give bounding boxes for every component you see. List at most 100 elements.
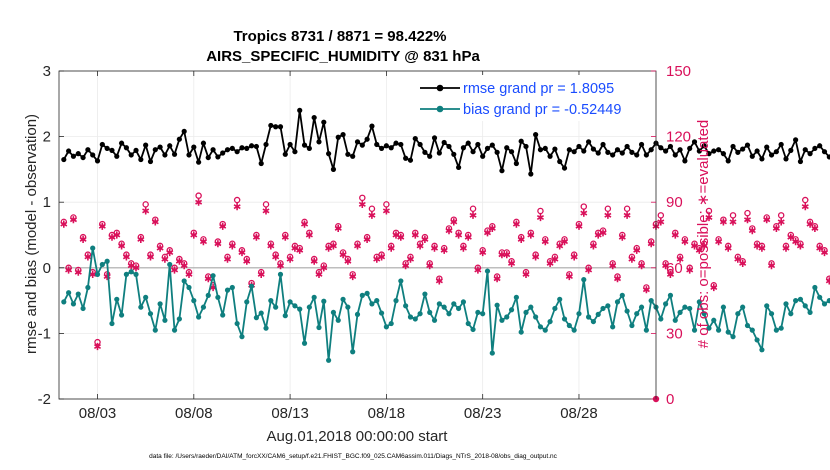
- bias-point: [104, 258, 110, 264]
- rmse-point: [234, 149, 240, 155]
- obs-possible-point: [272, 251, 279, 258]
- rmse-point: [557, 158, 563, 165]
- rmse-point: [691, 139, 698, 145]
- obs-possible-point: [768, 260, 775, 267]
- obs-possible-point: [282, 231, 289, 239]
- bias-point: [499, 317, 505, 323]
- bias-point: [94, 271, 101, 277]
- obs-evaluated-point: [368, 211, 376, 219]
- bias-point: [547, 318, 553, 325]
- bias-point: [706, 325, 712, 331]
- rmse-point: [701, 143, 707, 149]
- bias-point: [157, 301, 163, 307]
- rmse-point: [248, 143, 255, 149]
- obs-possible-point: [219, 220, 226, 228]
- obs-possible-point: [474, 264, 482, 272]
- obs-possible-point: [262, 201, 270, 208]
- bias-point: [672, 317, 678, 323]
- bias-point: [658, 316, 664, 322]
- rmse-point: [345, 151, 351, 157]
- bias-point: [812, 284, 818, 291]
- obs-possible-point: [421, 233, 429, 241]
- rmse-point: [595, 150, 601, 156]
- rmse-point: [634, 152, 640, 158]
- bias-point: [422, 291, 428, 297]
- obs-possible-point: [667, 268, 674, 276]
- bias-point: [196, 314, 202, 320]
- rmse-point: [369, 123, 375, 129]
- bias-point: [441, 304, 447, 310]
- bias-point: [821, 301, 828, 307]
- obs-possible-point: [527, 229, 535, 237]
- obs-possible-point: [339, 249, 347, 256]
- obs-evaluated-point: [801, 203, 809, 211]
- obs-possible-point: [623, 205, 631, 213]
- bias-point: [826, 298, 830, 304]
- obs-possible-point: [387, 242, 395, 250]
- rmse-point: [508, 149, 515, 155]
- rmse-point: [268, 122, 274, 129]
- y-tick-label-3: 1: [43, 194, 51, 211]
- y2-tick-label-3: 90: [666, 194, 683, 211]
- bias-point: [191, 298, 197, 304]
- bias-point: [797, 296, 804, 302]
- obs-possible-point: [436, 275, 443, 282]
- legend-bias-marker: [436, 105, 444, 113]
- data-file-footer: data file: /Users/raeder/DAI/ATM_forcXX/…: [149, 453, 558, 460]
- obs-possible-point: [416, 240, 424, 247]
- rmse-point: [663, 148, 669, 154]
- bias-point: [75, 291, 81, 297]
- x-tick-label-5: 08/28: [560, 405, 598, 422]
- bias-point: [263, 325, 269, 331]
- obs-evaluated-point: [777, 218, 785, 226]
- bias-point: [152, 327, 158, 333]
- bias-point: [171, 327, 178, 333]
- bias-point: [306, 304, 312, 310]
- obs-possible-point: [99, 220, 106, 228]
- obs-possible-point: [710, 282, 718, 289]
- rmse-point: [220, 150, 226, 156]
- rmse-point: [374, 141, 380, 148]
- obs-possible-point: [479, 247, 486, 254]
- obs-possible-point: [566, 271, 573, 278]
- rmse-point: [311, 114, 317, 121]
- bias-point: [118, 312, 125, 318]
- rmse-point: [191, 144, 197, 150]
- obs-possible-point: [75, 266, 82, 274]
- rmse-point: [118, 140, 125, 146]
- bias-point: [581, 277, 587, 283]
- bias-point: [398, 278, 404, 284]
- rmse-point: [181, 128, 187, 134]
- bias-point: [90, 245, 96, 251]
- y-tick-label-2: 0: [43, 260, 51, 277]
- rmse-point: [475, 141, 481, 148]
- rmse-point: [812, 145, 818, 152]
- obs-possible-point: [171, 264, 178, 272]
- rmse-point: [470, 149, 476, 155]
- bias-point: [687, 305, 693, 312]
- rmse-point: [730, 143, 736, 150]
- obs-possible-point: [383, 201, 390, 208]
- y2-tick-label-5: 150: [666, 63, 691, 80]
- bias-point: [311, 294, 317, 300]
- bias-point: [508, 307, 515, 313]
- bias-point: [268, 298, 274, 304]
- rmse-point: [576, 143, 582, 150]
- bias-point: [345, 304, 351, 310]
- rmse-point: [340, 132, 346, 138]
- bias-point: [215, 294, 221, 300]
- rmse-point: [494, 149, 500, 155]
- bias-point: [735, 311, 741, 317]
- rmse-point: [614, 147, 621, 153]
- obs-possible-point: [532, 251, 539, 258]
- bias-point: [133, 271, 139, 277]
- obs-possible-point: [426, 260, 433, 267]
- obs-possible-point: [585, 264, 592, 272]
- bias-point: [446, 311, 452, 317]
- obs-possible-point: [758, 242, 766, 250]
- legend-rmse-marker: [436, 84, 444, 92]
- obs-possible-point: [440, 244, 448, 252]
- y2-tick-label-0: 0: [666, 391, 674, 408]
- legend-bias-label: bias grand pr = -0.52449: [463, 102, 621, 118]
- obs-possible-point: [79, 233, 87, 241]
